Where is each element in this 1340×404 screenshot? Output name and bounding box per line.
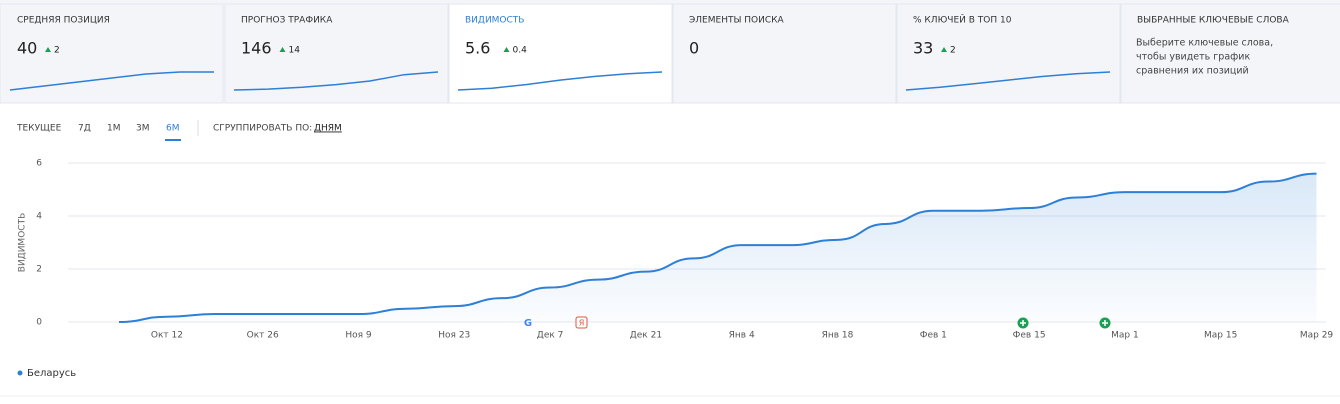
x-tick-label: Мар 15 (1204, 331, 1237, 341)
area (119, 173, 1317, 322)
card-text: сравнения их позиций (1136, 66, 1249, 77)
card-title: ЭЛЕМЕНТЫ ПОИСКА (689, 16, 785, 26)
x-tick-label: Ноя 23 (438, 331, 470, 341)
legend-label[interactable]: Беларусь (27, 368, 76, 379)
card[interactable] (448, 3, 673, 104)
card-value: 146 (241, 39, 272, 58)
event-yandex[interactable]: Я (579, 319, 585, 328)
x-tick-label: Янв 18 (822, 331, 854, 341)
x-tick-label: Ноя 9 (345, 331, 372, 341)
period-tab[interactable]: 3М (136, 124, 150, 134)
x-tick-label: Янв 4 (729, 331, 755, 341)
x-tick-label: Мар 29 (1300, 331, 1334, 341)
period-tab[interactable]: 6М (166, 124, 180, 134)
card[interactable] (1120, 3, 1340, 104)
card-title: ВЫБРАННЫЕ КЛЮЧЕВЫЕ СЛОВА (1137, 16, 1290, 26)
event-google[interactable]: G (524, 318, 532, 329)
card-delta: 2 (950, 46, 956, 56)
period-tab[interactable]: ТЕКУЩЕЕ (16, 124, 62, 134)
period-tab[interactable]: 1М (107, 124, 121, 134)
card[interactable] (672, 3, 897, 104)
line (118, 172, 1317, 323)
sparkline (905, 71, 1111, 91)
card[interactable] (896, 3, 1121, 104)
x-tick-label: Фев 15 (1013, 331, 1046, 341)
y-tick-label: 6 (36, 159, 42, 169)
x-tick-label: Дек 7 (537, 331, 564, 341)
group-label: СГРУППИРОВАТЬ ПО: (213, 124, 312, 134)
sparkline (457, 71, 663, 91)
card-text: чтобы увидеть график (1136, 52, 1250, 63)
event-plus-sign (1102, 320, 1108, 326)
card-title: СРЕДНЯЯ ПОЗИЦИЯ (17, 16, 110, 26)
card-title: ПРОГНОЗ ТРАФИКА (241, 16, 333, 26)
group-value[interactable]: ДНЯМ (314, 124, 342, 134)
x-tick-label: Окт 12 (151, 331, 183, 341)
x-tick-label: Фев 1 (920, 331, 947, 341)
delta-arrow (503, 47, 510, 52)
card-text: Выберите ключевые слова, (1136, 38, 1273, 49)
card-value: 0 (689, 39, 699, 58)
card-title: ВИДИМОСТЬ (465, 16, 524, 26)
y-axis-label: ВИДИМОСТЬ (18, 213, 28, 272)
delta-arrow (45, 47, 51, 52)
card[interactable] (224, 3, 449, 104)
x-tick-label: Мар 1 (1111, 331, 1139, 341)
y-tick-label: 2 (36, 265, 42, 275)
x-tick-label: Окт 26 (247, 331, 279, 341)
delta-arrow (941, 47, 947, 52)
card-value: 40 (17, 39, 37, 58)
card-title: % КЛЮЧЕЙ В ТОП 10 (913, 14, 1012, 26)
card-delta: 0.4 (513, 46, 528, 56)
event-plus-sign (1020, 320, 1026, 326)
card-value: 5.6 (465, 39, 490, 58)
sparkline (233, 71, 439, 91)
event-yandex-box (575, 316, 588, 329)
period-tab[interactable]: 7Д (78, 124, 91, 134)
y-tick-label: 0 (36, 318, 42, 328)
legend-dot (17, 370, 23, 376)
card-delta: 2 (54, 46, 60, 56)
delta-arrow (279, 47, 286, 52)
x-tick-label: Дек 21 (630, 331, 662, 341)
sparkline (9, 71, 214, 91)
card-value: 33 (913, 39, 933, 58)
card-delta: 14 (289, 46, 301, 56)
y-tick-label: 4 (36, 212, 42, 222)
